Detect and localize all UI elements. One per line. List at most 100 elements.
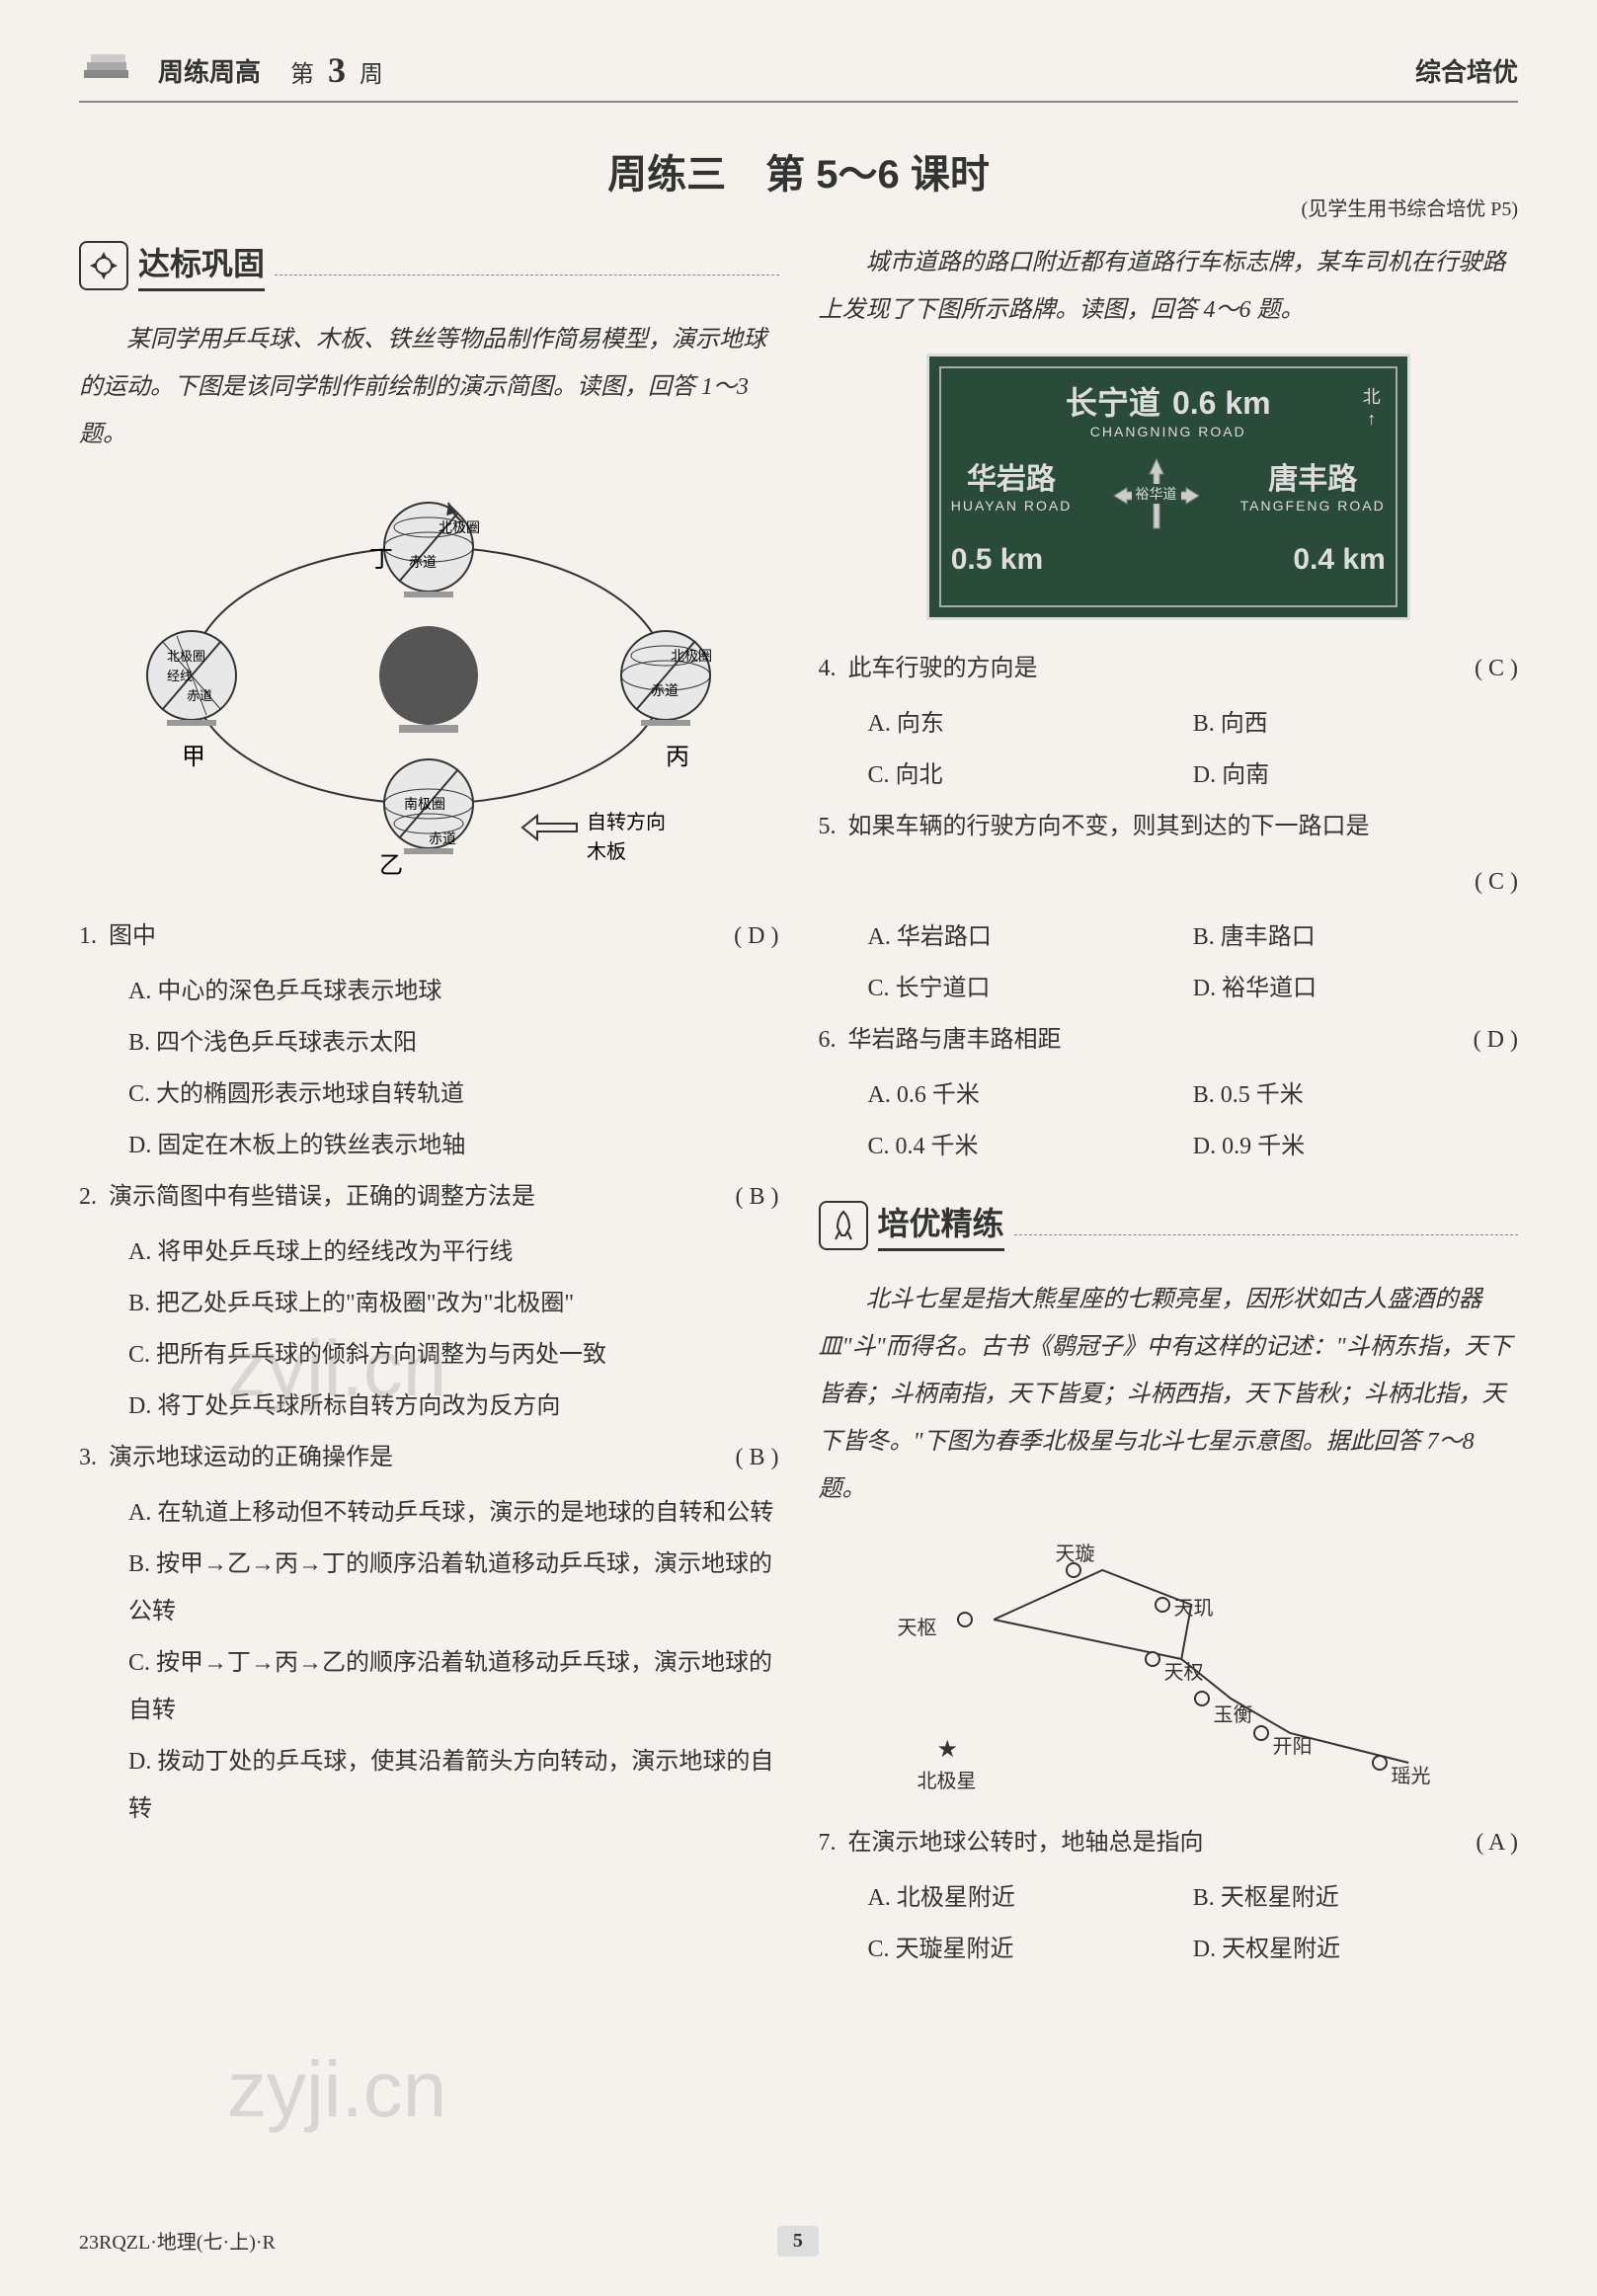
star-label: 瑶光 — [1392, 1760, 1431, 1788]
section1-intro: 某同学用乒乓球、木板、铁丝等物品制作简易模型，演示地球的运动。下图是该同学制作前… — [79, 316, 779, 458]
q5-answer-row: ( C ) — [819, 858, 1519, 906]
orbit-diagram: 北极圈 赤道 丁 北极圈 赤道 丙 — [79, 478, 779, 893]
q6-opt-c: C. 0.4 千米 — [868, 1123, 1193, 1170]
q2-answer: ( B ) — [736, 1173, 779, 1221]
sphere-top: 北极圈 赤道 — [384, 503, 480, 597]
star-node — [1155, 1597, 1170, 1613]
q2-opt-b: B. 把乙处乒乓球上的"南极圈"改为"北极圈" — [128, 1280, 779, 1327]
q6-options: A. 0.6 千米B. 0.5 千米 C. 0.4 千米D. 0.9 千米 — [819, 1071, 1519, 1174]
q3-opt-a: A. 在轨道上移动但不转动乒乓球，演示的是地球的自转和公转 — [128, 1489, 779, 1537]
polaris-star: ★ — [937, 1735, 959, 1764]
star-node — [1372, 1755, 1388, 1771]
q7-answer: ( A ) — [1476, 1819, 1518, 1866]
sphere-left: 北极圈 经线 赤道 — [147, 631, 236, 726]
question-4: 4. 此车行驶的方向是 ( C ) — [819, 645, 1519, 692]
q1-num: 1. — [79, 912, 109, 960]
section1-title: 达标巩固 — [138, 239, 265, 291]
star-label: 天枢 — [898, 1612, 937, 1640]
section-divider-2 — [1014, 1216, 1518, 1235]
question-7: 7. 在演示地球公转时，地轴总是指向 ( A ) — [819, 1819, 1519, 1866]
q7-num: 7. — [819, 1819, 848, 1866]
sign-left-pinyin: HUAYAN ROAD — [951, 498, 1073, 514]
right-column: 城市道路的路口附近都有道路行车标志牌，某车司机在行驶路上发现了下图所示路牌。读图… — [819, 239, 1519, 1977]
section2-title: 培优精练 — [878, 1199, 1004, 1251]
label-bing: 丙 — [666, 745, 689, 770]
q1-answer: ( D ) — [734, 912, 778, 960]
header-week: 第 3 周 — [290, 49, 383, 91]
star-label: 开阳 — [1273, 1730, 1313, 1759]
rocket-icon — [819, 1201, 868, 1250]
left-column: 达标巩固 某同学用乒乓球、木板、铁丝等物品制作简易模型，演示地球的运动。下图是该… — [79, 239, 779, 1977]
sign-right-road: 唐丰路 — [1240, 454, 1386, 498]
road-sign: 北↑ 长宁道 0.6 km CHANGNING ROAD 华岩路 HUAYAN … — [926, 354, 1410, 620]
q3-opt-c: C. 按甲→丁→丙→乙的顺序沿着轨道移动乒乓球，演示地球的自转 — [128, 1639, 779, 1734]
q4-opt-b: B. 向西 — [1193, 700, 1518, 748]
page-number: 5 — [777, 2226, 819, 2256]
footer-left: 23RQZL·地理(七·上)·R — [79, 2226, 276, 2256]
q5-answer: ( C ) — [1475, 858, 1518, 906]
q5-opt-c: C. 长宁道口 — [868, 965, 1193, 1012]
q4-options: A. 向东B. 向西 C. 向北D. 向南 — [819, 700, 1519, 803]
q5-options: A. 华岩路口B. 唐丰路口 C. 长宁道口D. 裕华道口 — [819, 913, 1519, 1016]
label-jia: 甲 — [182, 745, 205, 770]
q2-options: A. 将甲处乒乓球上的经线改为平行线 B. 把乙处乒乓球上的"南极圈"改为"北极… — [79, 1228, 779, 1430]
week-number: 3 — [328, 50, 346, 90]
sign-top-road: 长宁道 — [1066, 378, 1160, 424]
q6-text: 华岩路与唐丰路相距 — [848, 1016, 1474, 1064]
col2-intro: 城市道路的路口附近都有道路行车标志牌，某车司机在行驶路上发现了下图所示路牌。读图… — [819, 239, 1519, 334]
sign-top-dist: 0.6 km — [1172, 385, 1271, 422]
sign-cross-icon: 裕华道 — [1112, 454, 1201, 533]
page-header: 周练周高 第 3 周 综合培优 — [79, 49, 1518, 103]
sphere-right: 北极圈 赤道 — [621, 631, 712, 726]
q3-opt-d: D. 拨动丁处的乒乓球，使其沿着箭头方向转动，演示地球的自转 — [128, 1738, 779, 1833]
section1-header: 达标巩固 — [79, 239, 779, 291]
q3-options: A. 在轨道上移动但不转动乒乓球，演示的是地球的自转和公转 B. 按甲→乙→丙→… — [79, 1489, 779, 1833]
q7-opt-b: B. 天枢星附近 — [1193, 1874, 1518, 1922]
q2-opt-c: C. 把所有乒乓球的倾斜方向调整为与丙处一致 — [128, 1331, 779, 1379]
q5-num: 5. — [819, 803, 848, 850]
polaris-label: 北极星 — [918, 1765, 977, 1793]
svg-text:北极圈: 北极圈 — [167, 649, 205, 664]
sphere-bottom: 南极圈 赤道 — [384, 759, 473, 854]
q1-opt-a: A. 中心的深色乒乓球表示地球 — [128, 968, 779, 1015]
north-indicator: 北↑ — [1363, 383, 1381, 430]
q6-opt-a: A. 0.6 千米 — [868, 1071, 1193, 1119]
q4-num: 4. — [819, 645, 848, 692]
sign-left-dist: 0.5 km — [951, 543, 1043, 577]
star-label: 天玑 — [1174, 1592, 1214, 1621]
main-title: 周练三 第 5～6 课时 — [79, 142, 1518, 199]
question-6: 6. 华岩路与唐丰路相距 ( D ) — [819, 1016, 1519, 1064]
week-suffix: 周 — [359, 62, 383, 88]
sign-center-label: 裕华道 — [1132, 484, 1181, 504]
q1-text: 图中 — [109, 912, 734, 960]
gear-icon — [79, 241, 128, 290]
q1-opt-c: C. 大的椭圆形表示地球自转轨道 — [128, 1070, 779, 1118]
header-title: 周练周高 — [158, 52, 261, 89]
star-node — [1194, 1691, 1210, 1706]
q7-opt-a: A. 北极星附近 — [868, 1874, 1193, 1922]
q1-options: A. 中心的深色乒乓球表示地球 B. 四个浅色乒乓球表示太阳 C. 大的椭圆形表… — [79, 968, 779, 1169]
q3-num: 3. — [79, 1434, 109, 1481]
q2-opt-d: D. 将丁处乒乓球所标自转方向改为反方向 — [128, 1383, 779, 1430]
q7-opt-d: D. 天权星附近 — [1193, 1926, 1518, 1973]
q6-answer: ( D ) — [1474, 1016, 1518, 1064]
q3-opt-b: B. 按甲→乙→丙→丁的顺序沿着轨道移动乒乓球，演示地球的公转 — [128, 1541, 779, 1635]
sign-left-road: 华岩路 — [951, 454, 1073, 498]
section-divider — [275, 256, 778, 276]
rotation-label: 自转方向 — [587, 811, 666, 833]
q4-answer: ( C ) — [1475, 645, 1518, 692]
q2-opt-a: A. 将甲处乒乓球上的经线改为平行线 — [128, 1228, 779, 1276]
week-prefix: 第 — [290, 62, 314, 88]
section2-intro: 北斗七星是指大熊星座的七颗亮星，因形状如古人盛酒的器皿"斗"而得名。古书《鹖冠子… — [819, 1276, 1519, 1513]
footer-spacer — [1320, 2226, 1518, 2256]
q7-text: 在演示地球公转时，地轴总是指向 — [848, 1819, 1477, 1866]
svg-text:经线: 经线 — [167, 669, 193, 683]
q5-text: 如果车辆的行驶方向不变，则其到达的下一路口是 — [848, 803, 1519, 850]
question-1: 1. 图中 ( D ) — [79, 912, 779, 960]
q3-text: 演示地球运动的正确操作是 — [109, 1434, 736, 1481]
board-label: 木板 — [587, 840, 626, 863]
q5-opt-d: D. 裕华道口 — [1193, 965, 1518, 1012]
svg-text:赤道: 赤道 — [409, 555, 437, 571]
svg-text:南极圈: 南极圈 — [404, 797, 445, 813]
header-right: 综合培优 — [1415, 52, 1518, 89]
